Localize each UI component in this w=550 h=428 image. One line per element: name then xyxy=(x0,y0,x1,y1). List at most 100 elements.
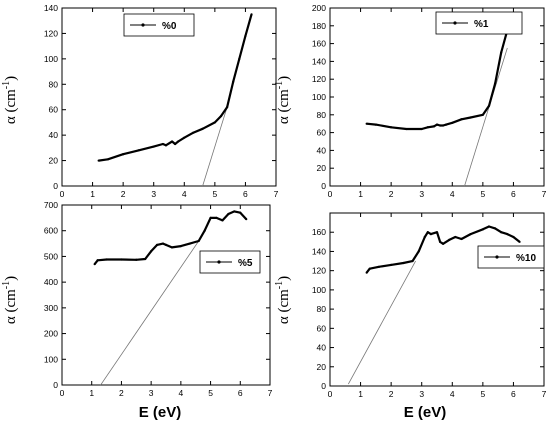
data-point xyxy=(250,13,253,16)
data-point xyxy=(177,140,180,143)
tangent-line xyxy=(347,260,416,385)
data-point xyxy=(170,246,174,249)
data-point xyxy=(405,127,408,131)
x-tick-label: 6 xyxy=(243,189,248,199)
y-tick-label: 0 xyxy=(321,381,326,391)
x-tick-label: 3 xyxy=(149,388,154,398)
y-axis-label: α (cm-1) xyxy=(1,76,19,124)
data-point xyxy=(179,245,182,248)
x-tick-label: 6 xyxy=(511,189,516,199)
panel-0: 0 1 2 3 4 5 6 7 0 20 40 60 80 100 120 140 α (cm-1) %0 xyxy=(1,3,279,199)
x-tick-label: 1 xyxy=(358,389,363,399)
data-point xyxy=(135,258,138,261)
data-point xyxy=(451,121,454,124)
x-tick-label: 4 xyxy=(182,189,187,199)
legend-label: %5 xyxy=(238,258,253,269)
y-tick-label: 500 xyxy=(44,251,58,261)
series-line xyxy=(365,225,521,274)
data-point xyxy=(442,242,445,245)
x-tick-label: 0 xyxy=(328,189,333,199)
data-point xyxy=(122,153,125,156)
x-tick-label: 0 xyxy=(328,389,333,399)
data-point xyxy=(493,82,497,85)
tangent-line xyxy=(100,240,200,386)
data-point xyxy=(374,123,377,126)
data-point xyxy=(238,57,241,60)
data-point xyxy=(105,258,108,261)
x-tick-label: 5 xyxy=(480,389,485,399)
y-tick-label: 20 xyxy=(49,156,59,166)
y-axis-label: α (cm-1) xyxy=(274,76,292,124)
data-point xyxy=(188,242,191,245)
plot-frame xyxy=(329,7,545,187)
legend-marker xyxy=(495,255,499,259)
legend-box xyxy=(477,245,545,269)
x-tick-label: 7 xyxy=(268,388,273,398)
data-point xyxy=(506,233,509,236)
legend-label: %10 xyxy=(516,253,536,264)
legend-box xyxy=(435,11,523,35)
data-point xyxy=(445,123,448,126)
data-point xyxy=(518,240,521,243)
x-tick-label: 0 xyxy=(60,388,65,398)
data-point xyxy=(221,219,224,222)
y-tick-label: 80 xyxy=(317,304,327,314)
y-tick-label: 700 xyxy=(44,200,58,210)
y-tick-label: 40 xyxy=(317,145,327,155)
data-point xyxy=(365,122,368,125)
data-point xyxy=(215,216,218,219)
data-point xyxy=(417,250,420,253)
data-point xyxy=(423,235,426,239)
data-point xyxy=(500,51,503,54)
legend-marker xyxy=(141,23,145,27)
data-point xyxy=(469,116,472,119)
legend-label: %1 xyxy=(474,19,489,30)
tangent-line xyxy=(464,47,508,187)
data-point xyxy=(232,80,235,83)
y-tick-label: 600 xyxy=(44,226,58,236)
data-point xyxy=(487,225,491,228)
data-point xyxy=(368,267,371,270)
data-point xyxy=(435,231,439,234)
data-point xyxy=(481,228,484,231)
data-point xyxy=(203,229,206,232)
y-tick-label: 120 xyxy=(312,74,326,84)
y-axis-label: α (cm-1) xyxy=(1,276,19,324)
data-point xyxy=(500,231,503,234)
data-point xyxy=(438,240,442,243)
data-point xyxy=(402,261,405,265)
x-tick-label: 2 xyxy=(119,388,124,398)
y-tick-label: 100 xyxy=(312,285,326,295)
data-point xyxy=(93,263,96,266)
data-point xyxy=(244,34,247,38)
data-point xyxy=(183,136,186,139)
y-tick-label: 200 xyxy=(44,329,58,339)
data-point xyxy=(365,271,368,274)
y-tick-label: 300 xyxy=(44,303,58,313)
legend-box xyxy=(123,13,195,37)
data-point xyxy=(161,142,164,146)
x-tick-label: 1 xyxy=(358,189,363,199)
data-point xyxy=(420,127,423,131)
data-point xyxy=(120,258,123,261)
legend-label: %0 xyxy=(162,21,177,32)
x-tick-label: 0 xyxy=(60,189,65,199)
data-point xyxy=(106,158,109,161)
data-point xyxy=(201,127,204,130)
x-axis-label: E (eV) xyxy=(404,404,447,421)
y-tick-label: 160 xyxy=(312,39,326,49)
series-line xyxy=(98,14,253,162)
plot-frame xyxy=(329,212,545,387)
legend-marker xyxy=(217,260,221,264)
tangent-line xyxy=(202,107,228,187)
data-point xyxy=(435,123,439,126)
legend-marker xyxy=(453,21,457,25)
x-tick-label: 3 xyxy=(419,189,424,199)
y-tick-label: 180 xyxy=(312,21,326,31)
x-tick-label: 5 xyxy=(208,388,213,398)
data-point xyxy=(390,263,393,266)
y-tick-label: 140 xyxy=(312,246,326,256)
data-point xyxy=(155,243,159,246)
x-tick-label: 5 xyxy=(212,189,217,199)
data-point xyxy=(96,259,99,262)
